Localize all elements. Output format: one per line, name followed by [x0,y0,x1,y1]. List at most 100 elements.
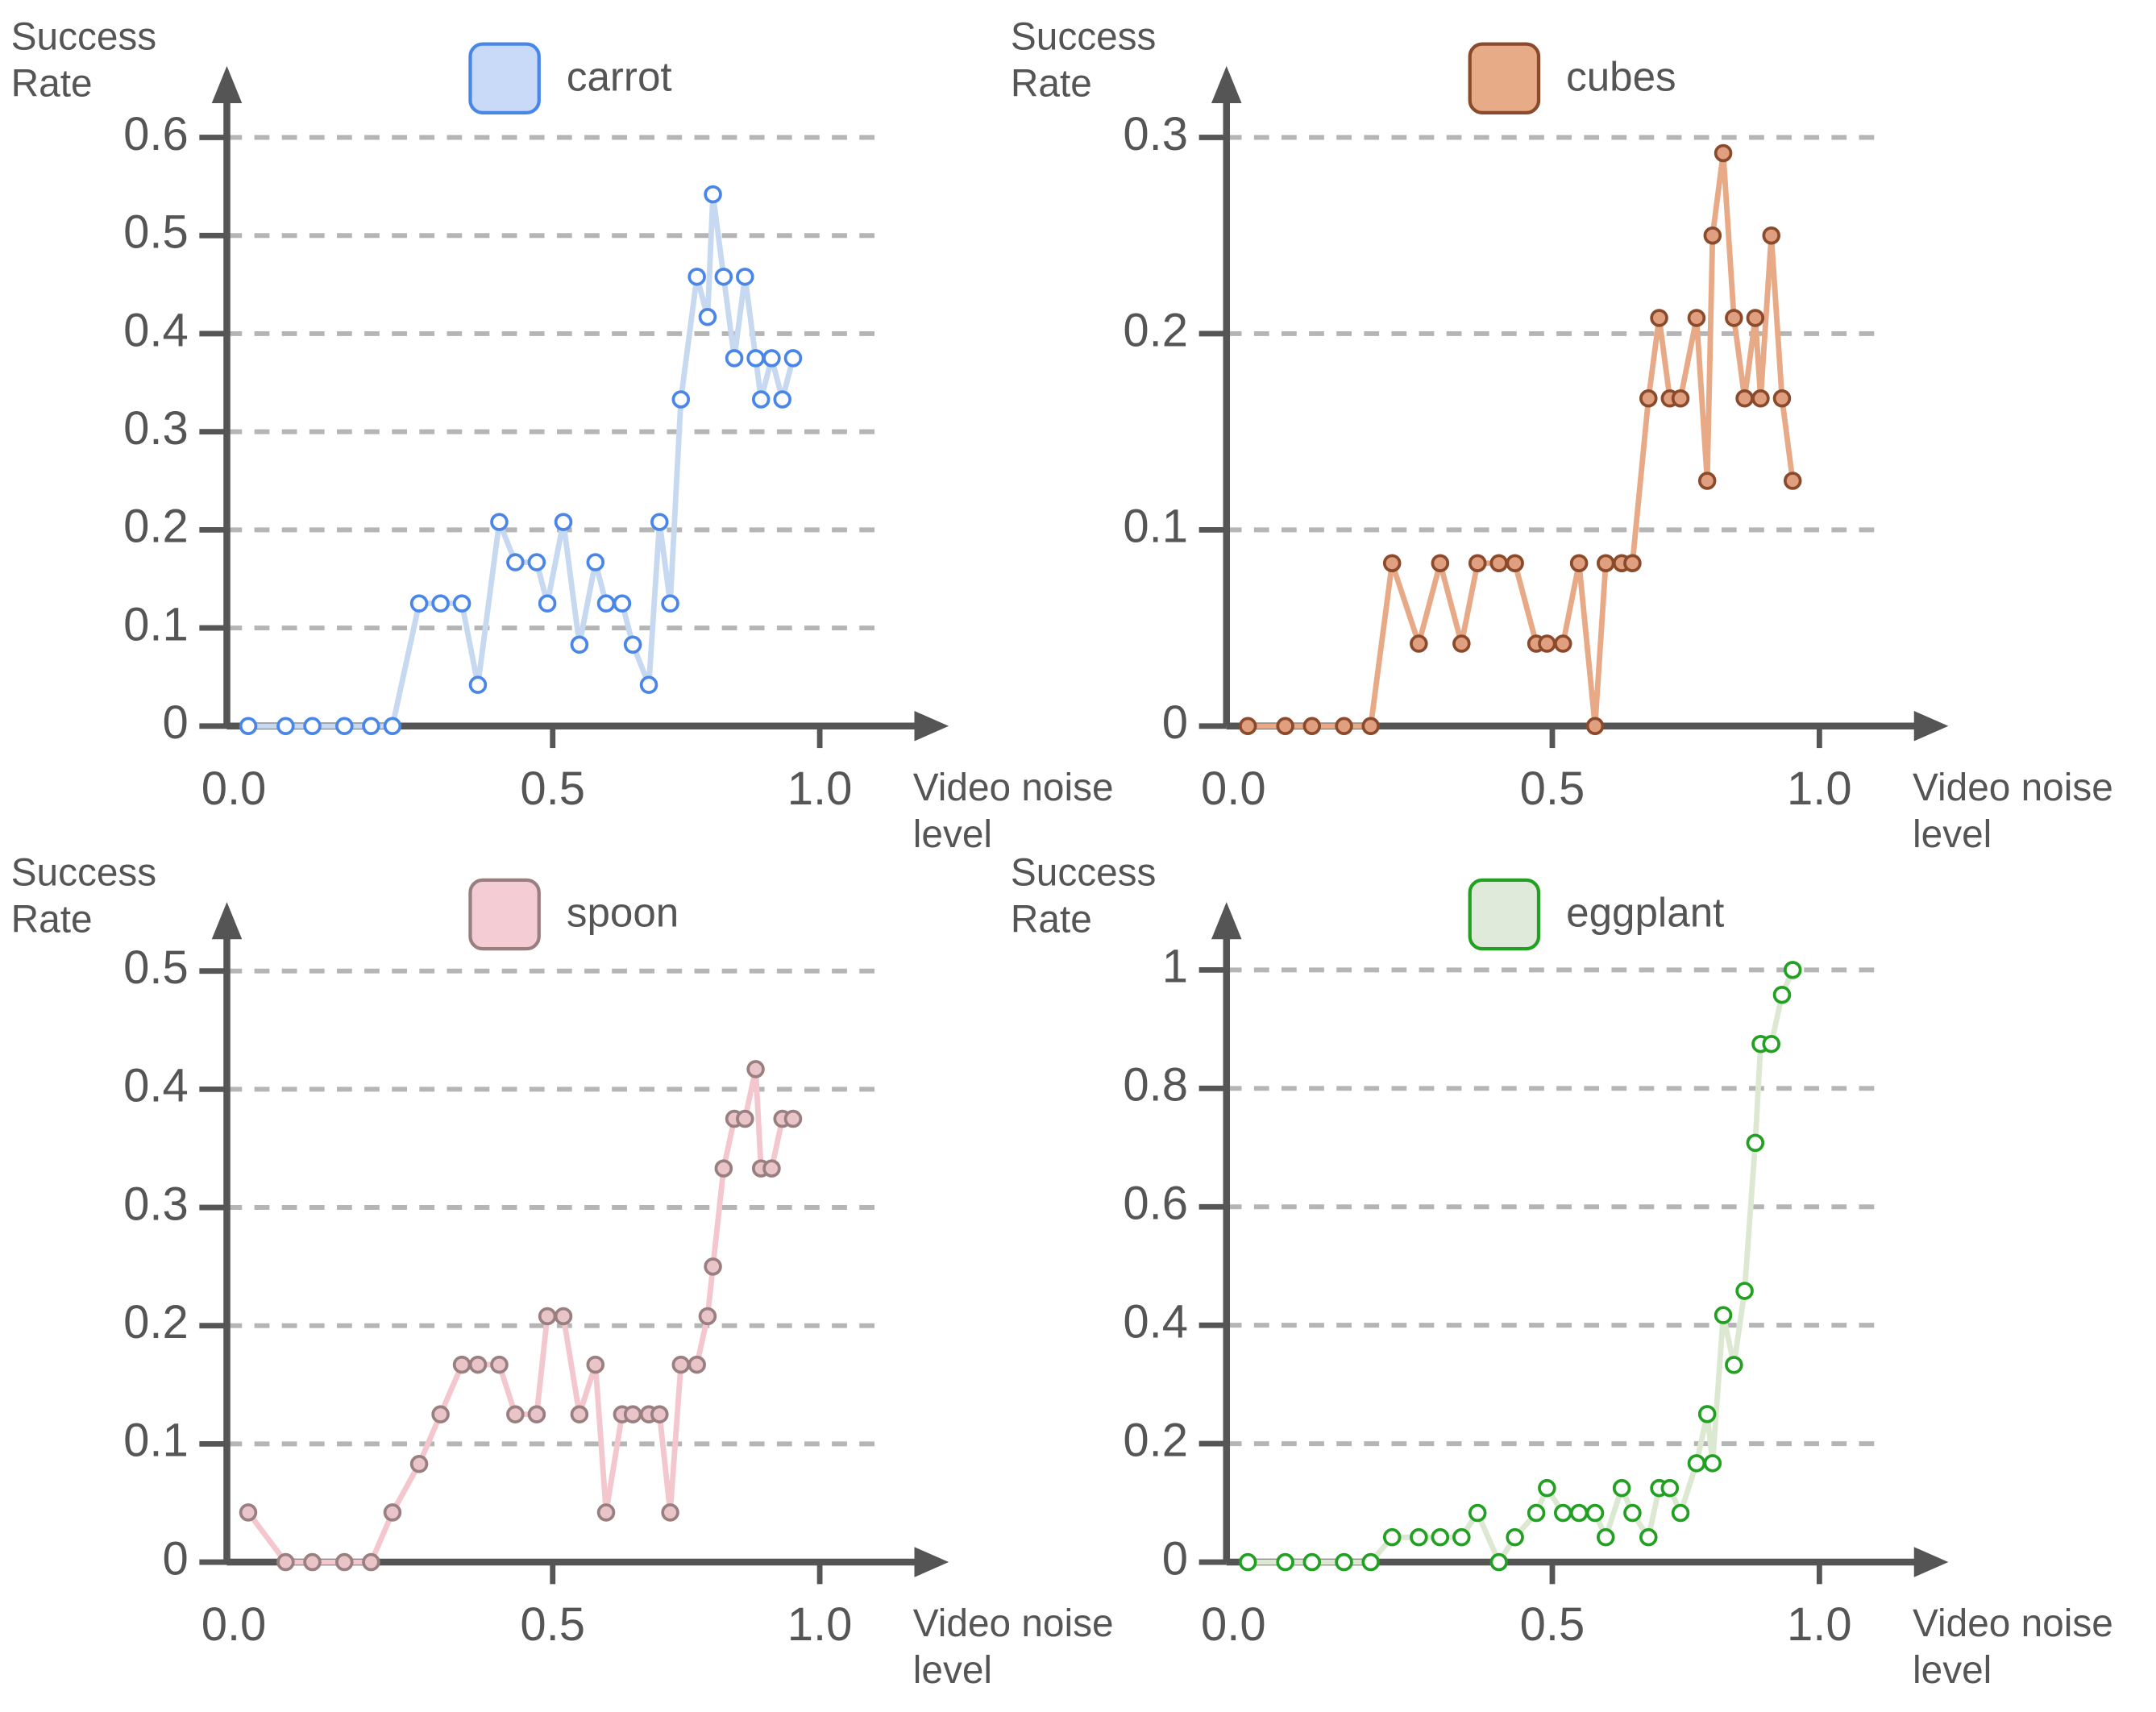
x-tick-label: 0.5 [1520,763,1585,815]
data-point [538,594,557,613]
data-point [1762,1034,1780,1053]
data-point [1687,1454,1706,1473]
data-point [623,1405,642,1423]
data-point [661,594,679,613]
y-tick-label: 0.2 [1123,304,1188,356]
data-point [1238,717,1257,736]
data-point [1361,717,1380,736]
data-point [751,390,771,409]
y-tick-label: 0 [1162,1532,1188,1585]
data-point [613,594,632,613]
y-axis-label-box: Success Rate [11,851,157,941]
data-point [1431,554,1450,573]
y-tick-label: 0.5 [123,206,189,259]
data-point [746,349,765,368]
data-point [431,1405,450,1423]
data-point [1276,1552,1294,1572]
legend-label: cubes [1566,53,1676,99]
data-point [671,390,691,409]
data-point [1762,226,1780,245]
x-tick-label: 0.5 [520,763,585,815]
data-point [1623,1503,1642,1523]
data-point [1585,717,1605,736]
legend-label: carrot [567,53,672,99]
data-point [554,1307,573,1326]
data-point [239,1503,258,1522]
data-point [538,1307,557,1326]
x-axis-label-box: Video noise level [913,766,1114,855]
y-tick-label: 0.4 [123,304,189,356]
chart-panel: 0 0.1 0.2 0.3 0.4 0.5 0.6 0.0 0.5 1.0 Success Rate… [11,15,1114,855]
y-tick-label: 0.2 [123,501,189,553]
y-tick-label: 0.3 [123,402,189,455]
y-axis-arrow [1211,902,1242,940]
y-tick-label: 0.4 [123,1060,189,1112]
x-axis-label: Video noise level [912,1602,1114,1692]
data-point [1746,309,1765,327]
data-point [1639,389,1658,408]
data-point [1276,717,1294,736]
data-point [1597,554,1615,573]
data-point [1783,472,1802,490]
chart-panel: 0 0.1 0.2 0.3 0.4 0.5 0.0 0.5 1.0 Success Rate Vid… [11,851,1114,1692]
data-point [1612,1478,1631,1498]
data-point [1302,1552,1322,1572]
x-tick-label: 0.0 [1201,763,1266,815]
x-tick-label: 1.0 [787,1598,853,1651]
data-point [1468,1503,1487,1523]
data-point [1382,1527,1402,1547]
data-point [452,594,471,613]
data-point [762,349,781,368]
x-axis-label-box: Video noise level [1913,1602,2113,1692]
data-point [1639,1527,1658,1547]
y-tick-label: 0.6 [123,108,189,160]
legend-swatch [468,878,541,951]
y-tick-label: 0.5 [123,941,189,994]
data-point [1751,389,1770,408]
data-point [714,268,733,286]
data-point [586,1355,605,1374]
data-point [452,1355,471,1374]
y-axis-label: Success Rate [1010,851,1157,941]
data-point [1714,1306,1733,1324]
data-point [704,185,722,204]
data-point [1585,1503,1605,1523]
data-point [1697,472,1717,490]
data-point [1623,554,1642,573]
legend-swatch [468,42,541,115]
data-point [527,553,546,571]
x-tick-label: 0.5 [1520,1598,1585,1651]
data-point [1489,1552,1508,1572]
data-point [1772,389,1792,408]
legend-swatch [1468,878,1541,951]
y-axis-arrow [211,65,243,103]
data-point [1772,985,1792,1004]
data-point [1783,961,1802,979]
y-tick-label: 0.1 [123,1415,189,1467]
data-point [1361,1552,1380,1572]
data-point [362,717,380,736]
data-point [1506,1527,1524,1547]
data-point [773,390,791,409]
data-point [704,1257,722,1276]
data-point [1302,717,1322,736]
data-point [736,268,754,286]
data-point [661,1503,679,1522]
data-point [1735,1282,1754,1300]
x-tick-label: 1.0 [1787,1598,1852,1651]
x-axis-label: Video noise level [1913,766,2113,856]
data-point [383,717,402,736]
x-axis-arrow [1913,1547,1949,1577]
data-point [1527,1503,1546,1523]
y-tick-label: 0.1 [123,598,189,650]
y-tick-label: 0 [162,1532,188,1585]
legend-label: eggplant [1566,890,1724,936]
data-point [783,1109,803,1128]
data-point [1725,309,1743,327]
data-point [383,1503,402,1522]
data-point [506,1405,525,1423]
x-axis-label: Video noise level [1913,1602,2113,1692]
data-point [1660,1478,1680,1498]
